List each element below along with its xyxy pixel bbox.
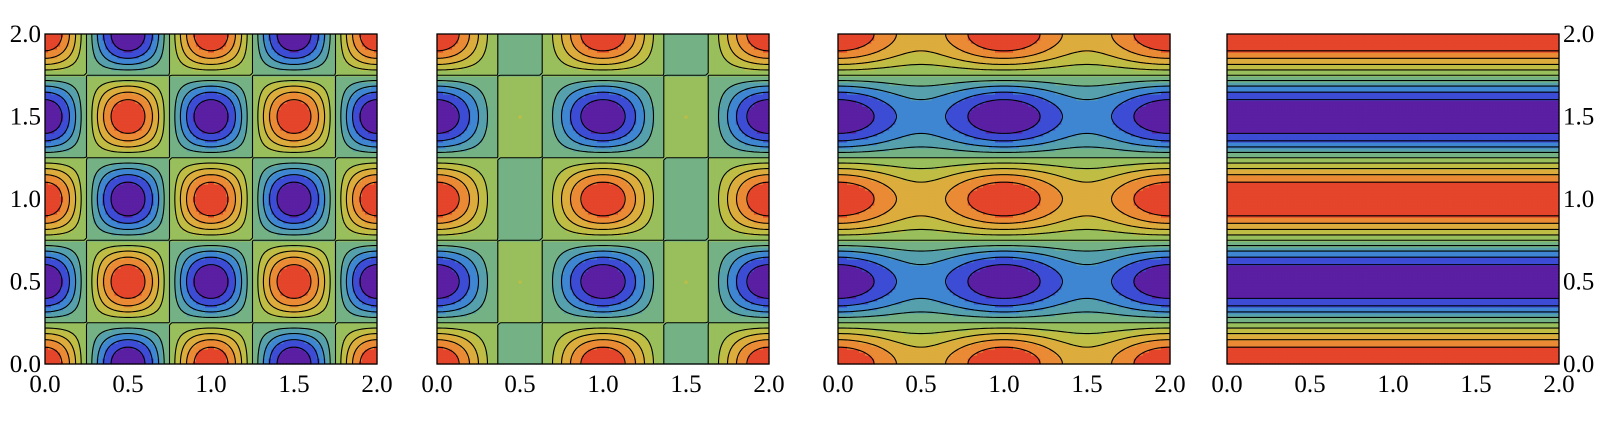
panel-1: 0.0 0.5 1.0 1.5 2.0 0.00.51.01.52.0 <box>10 21 393 398</box>
panel-1-cells <box>45 34 378 365</box>
